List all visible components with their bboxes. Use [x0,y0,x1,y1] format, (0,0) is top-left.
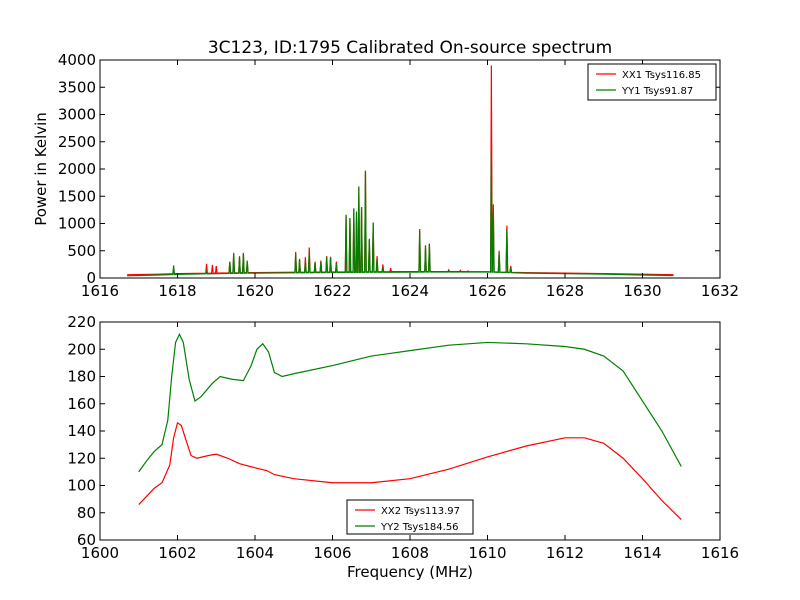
x-tick-label: 1626 [468,282,506,300]
x-tick-label: 1630 [623,282,661,300]
x-tick-label: 1608 [391,544,429,562]
y-tick-label: 60 [77,531,96,549]
legend: XX2 Tsys113.97 YY2 Tsys184.56 [346,499,474,535]
y-tick-label: 120 [67,449,96,467]
x-tick-label: 1602 [158,544,196,562]
y-tick-label: 500 [67,242,96,260]
series-line-yy1 [127,152,674,277]
x-tick-label: 1616 [701,544,739,562]
x-tick-label: 1614 [623,544,661,562]
y-tick-label: 1000 [58,215,96,233]
y-tick-label: 2000 [58,160,96,178]
legend-label: XX2 Tsys113.97 [381,506,460,517]
y-tick-label: 160 [67,395,96,413]
legend-label: YY2 Tsys184.56 [380,522,459,533]
y-axis-label: Power in Kelvin [32,112,50,226]
x-tick-label: 1628 [546,282,584,300]
y-tick-label: 140 [67,422,96,440]
legend: XX1 Tsys116.85 YY1 Tsys91.87 [587,63,717,101]
x-tick-label: 1606 [313,544,351,562]
y-tick-label: 3000 [58,106,96,124]
y-tick-label: 3500 [58,78,96,96]
y-tick-label: 80 [77,504,96,522]
y-tick-label: 180 [67,368,96,386]
x-tick-label: 1610 [468,544,506,562]
legend-label: XX1 Tsys116.85 [622,70,701,81]
legend-box [346,499,474,535]
x-tick-label: 1620 [236,282,274,300]
x-tick-label: 1618 [158,282,196,300]
x-tick-label: 1622 [313,282,351,300]
y-tick-label: 200 [67,340,96,358]
series-line-xx2 [138,421,682,520]
y-tick-label: 0 [86,269,96,287]
y-tick-label: 2500 [58,133,96,151]
x-tick-label: 1632 [701,282,739,300]
y-tick-label: 1500 [58,187,96,205]
plots: 1616 1618 1620 1622 1624 1626 1628 1630 1632 0 500… [32,38,739,581]
x-tick-label: 1624 [391,282,429,300]
x-tick-label: 1616 [81,282,119,300]
chart-1: 1616 1618 1620 1622 1624 1626 1628 1630 1632 0 500… [32,38,739,300]
x-axis-label: Frequency (MHz) [347,563,473,581]
x-tick-label: 1600 [81,544,119,562]
y-tick-label: 220 [67,313,96,331]
x-tick-label: 1612 [546,544,584,562]
legend-label: YY1 Tsys91.87 [621,86,693,97]
y-tick-label: 4000 [58,51,96,69]
chart-title: 3C123, ID:1795 Calibrated On-source spec… [208,38,612,58]
chart-2: 1600 1602 1604 1606 1608 1610 1612 1614 1616 60 80… [67,313,739,581]
series-line-yy2 [138,332,682,473]
x-tick-label: 1604 [236,544,274,562]
y-tick-label: 100 [67,477,96,495]
legend-box [587,63,717,101]
